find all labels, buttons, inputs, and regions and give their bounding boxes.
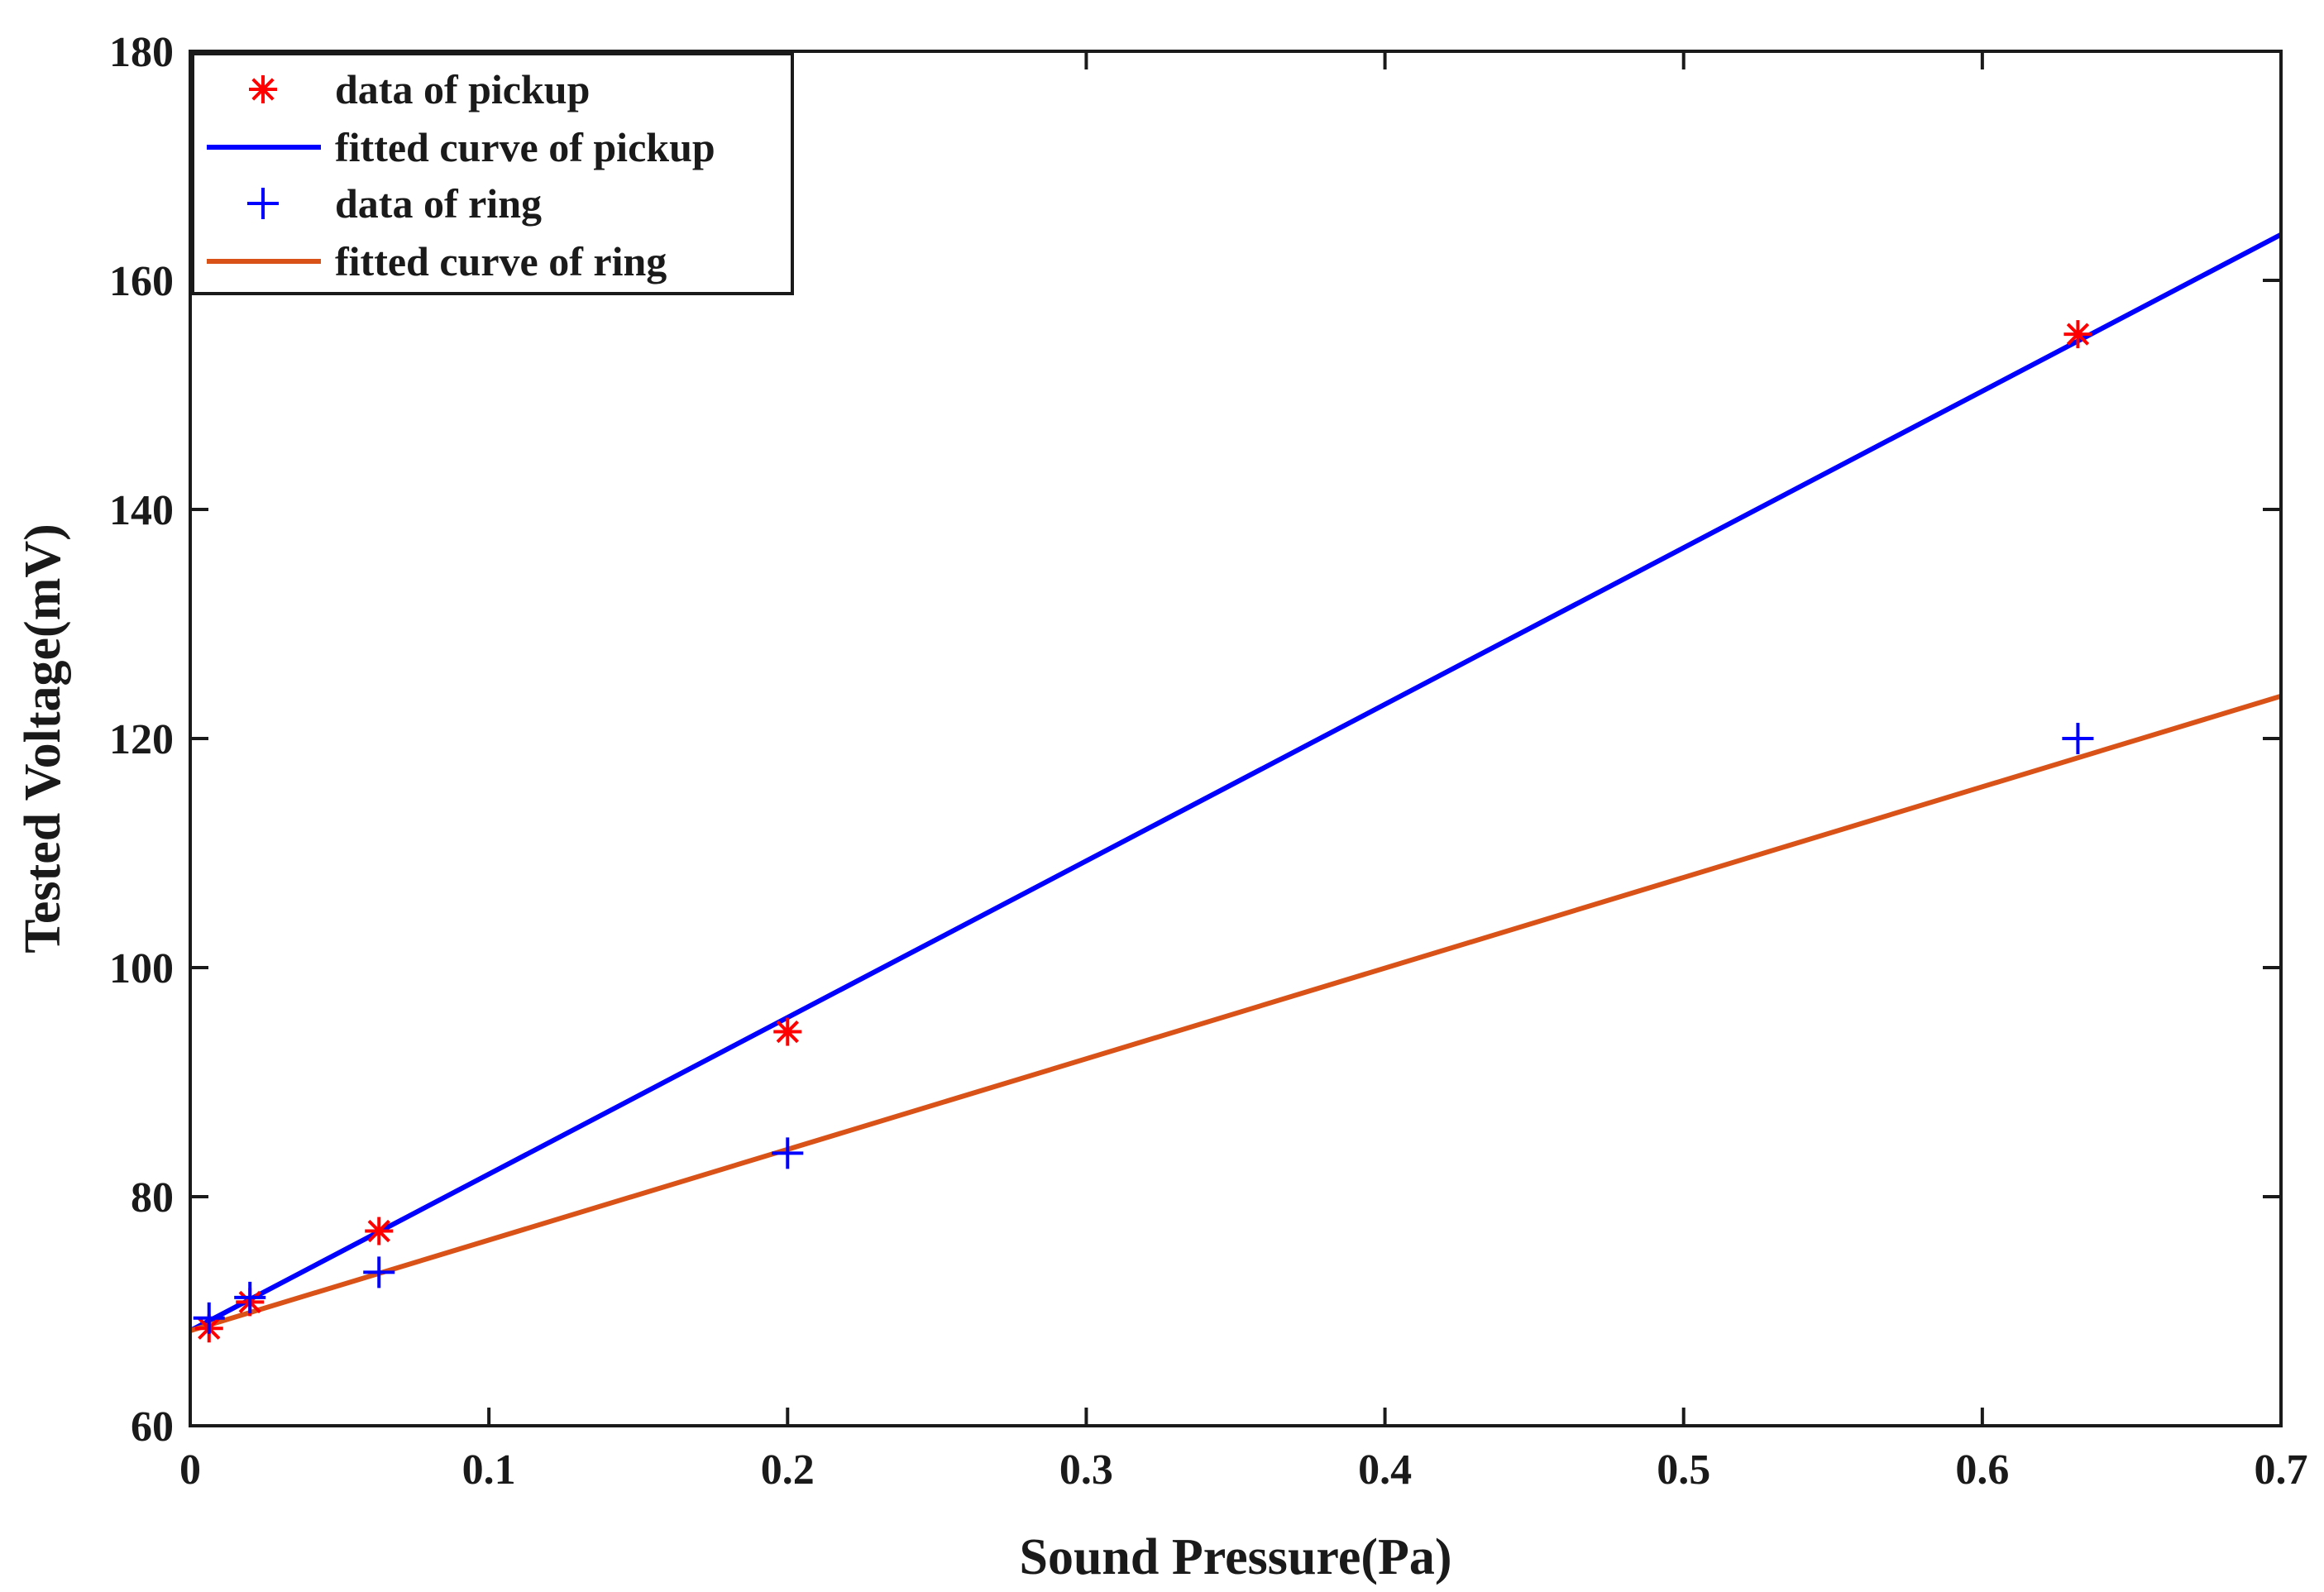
x-tick-label: 0.1 — [462, 1446, 516, 1494]
data-point-ring — [772, 1137, 804, 1169]
data-point-pickup — [365, 1217, 394, 1245]
legend-label: fitted curve of pickup — [335, 124, 715, 170]
legend-label: data of ring — [335, 180, 542, 227]
legend: data of pickup fitted curve of pickup data… — [191, 52, 794, 295]
x-axis-title: Sound Pressure(Pa) — [1019, 1529, 1451, 1585]
data-point-ring — [363, 1256, 395, 1288]
data-point-ring — [2062, 723, 2094, 754]
x-tick-label: 0.6 — [1955, 1446, 2009, 1494]
y-tick-label: 140 — [109, 487, 174, 534]
y-tick-label: 120 — [109, 716, 174, 763]
legend-label: fitted curve of ring — [335, 238, 667, 284]
x-tick-label: 0 — [179, 1446, 201, 1494]
series-line-fitted-curve-of-ring — [189, 693, 2282, 1333]
y-tick-label: 80 — [131, 1174, 174, 1221]
y-axis-title: Tested Voltage(mV) — [15, 523, 71, 954]
y-tick-label: 100 — [109, 945, 174, 992]
y-tick-label: 180 — [109, 29, 174, 76]
legend-label: data of pickup — [335, 66, 590, 112]
series-line-fitted-curve-of-pickup — [189, 232, 2283, 1333]
data-layer — [189, 232, 2283, 1343]
legend-swatch-plus — [247, 188, 279, 219]
data-point-ring — [193, 1302, 225, 1334]
x-tick-label: 0.5 — [1657, 1446, 1710, 1494]
data-point-ring — [234, 1281, 266, 1313]
x-tick-label: 0.3 — [1059, 1446, 1113, 1494]
data-point-pickup — [2063, 320, 2092, 349]
legend-swatch-asterisk — [249, 75, 277, 103]
data-point-pickup — [773, 1017, 802, 1046]
x-tick-label: 0.4 — [1358, 1446, 1412, 1494]
y-tick-label: 60 — [131, 1403, 174, 1451]
legend-box — [191, 52, 794, 295]
y-tick-label: 160 — [109, 258, 174, 305]
x-tick-label: 0.2 — [761, 1446, 815, 1494]
x-tick-label: 0.7 — [2255, 1446, 2308, 1494]
ticks-layer: 0 0.1 0.2 0.3 0.4 0.5 0.6 0.7 60 80 100 120 140 160 18… — [109, 29, 2308, 1494]
